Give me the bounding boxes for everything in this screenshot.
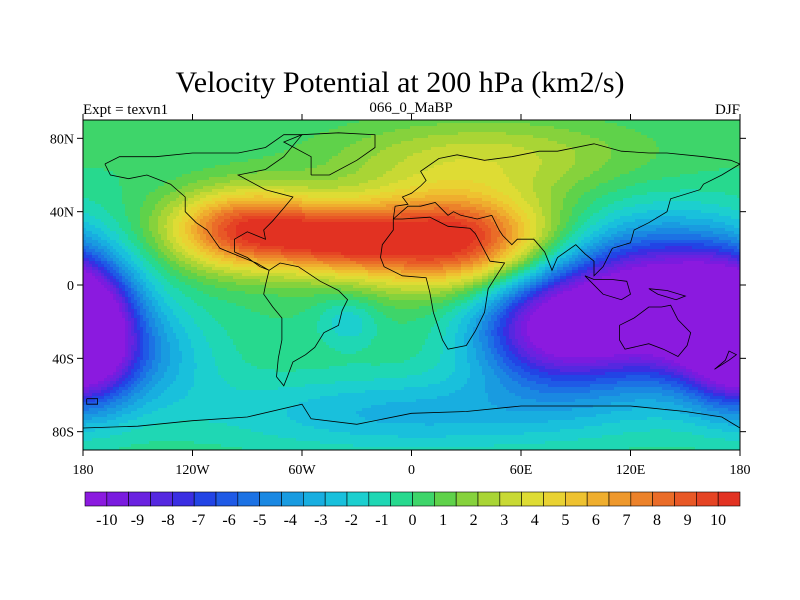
colorbar-label: 1: [439, 512, 447, 529]
colorbar-label: 10: [710, 512, 726, 529]
colorbar-swatch: [303, 491, 326, 507]
colorbar-label: 0: [409, 512, 417, 529]
colorbar-swatch: [128, 491, 151, 507]
coastline-path: [714, 350, 738, 370]
colorbar-swatch: [717, 491, 741, 507]
colorbar-swatch: [172, 491, 195, 507]
coastline-path: [83, 403, 740, 429]
colorbar-label: 9: [684, 512, 692, 529]
lat-tick-label: 40N: [50, 206, 74, 221]
coastline-path: [263, 262, 349, 387]
colorbar-swatch: [499, 491, 522, 507]
colorbar-label: -10: [96, 512, 117, 529]
axis-ticks: 80N 40N 0 40S 80S 180 120W 60W 0 60E 120E 180: [50, 114, 751, 478]
coastline-path: [619, 304, 692, 357]
colorbar-swatch: [477, 491, 501, 507]
colorbar-swatch: [84, 491, 108, 507]
lat-tick-label: 80S: [52, 426, 74, 441]
colorbar-label: -9: [131, 512, 144, 529]
colorbar-swatch: [412, 491, 435, 507]
colorbar-swatch: [150, 491, 173, 507]
coastline: [83, 132, 740, 429]
colorbar-swatch: [346, 491, 370, 507]
colorbar-swatch: [630, 491, 653, 507]
colorbar-swatch: [106, 491, 129, 507]
colorbar-swatch: [521, 491, 544, 507]
colorbar-swatch: [281, 491, 304, 507]
colorbar-swatch: [237, 491, 260, 507]
colorbar-swatch: [434, 491, 457, 507]
colorbar-label: 4: [531, 512, 539, 529]
lon-tick-label: 60E: [510, 463, 533, 478]
colorbar-label: 8: [653, 512, 661, 529]
coastline-path: [104, 134, 303, 271]
colorbar-label: 5: [561, 512, 569, 529]
contour-field: [83, 120, 740, 450]
colorbar-swatch: [565, 491, 588, 507]
colorbar-label: 7: [622, 512, 630, 529]
colorbar-swatch: [674, 491, 697, 507]
colorbar-swatch: [259, 491, 282, 507]
colorbar-label: -3: [314, 512, 327, 529]
coastline-path: [584, 275, 631, 301]
coastline-path: [86, 398, 98, 405]
colorbar-label: 3: [500, 512, 508, 529]
coastline-path: [392, 143, 740, 277]
colorbar-swatch: [696, 491, 719, 507]
lon-tick-label: 180: [730, 463, 751, 478]
colorbar-swatch: [390, 491, 413, 507]
colorbar-swatch: [324, 491, 348, 507]
lon-tick-label: 120E: [616, 463, 646, 478]
colorbar-label: -6: [222, 512, 235, 529]
colorbar-swatch: [586, 491, 610, 507]
lat-tick-label: 80N: [50, 132, 74, 147]
coastline-path: [648, 288, 687, 301]
experiment-label: Expt = texvn1: [83, 102, 168, 118]
colorbar-label: -2: [345, 512, 358, 529]
lon-tick-label: 180: [73, 463, 94, 478]
colorbar-swatch: [215, 491, 239, 507]
season-label: DJF: [715, 102, 740, 118]
colorbar-swatch: [608, 491, 632, 507]
colorbar-label: 6: [592, 512, 600, 529]
colorbar-swatch: [368, 491, 391, 507]
run-label: 066_0_MaBP: [369, 100, 452, 116]
colorbar-swatch: [193, 491, 217, 507]
colorbar-label: -7: [192, 512, 205, 529]
lon-tick-label: 0: [408, 463, 415, 478]
colorbar: -10 -9 -8 -7 -6 -5 -4 -3 -2 -1 0 1 2 3 4 5 6 7 8 9 10: [84, 491, 741, 529]
lat-tick-label: 0: [67, 279, 74, 294]
coastline-path: [282, 132, 376, 176]
colorbar-label: 2: [470, 512, 478, 529]
lat-tick-label: 40S: [52, 352, 74, 367]
colorbar-label: -4: [284, 512, 297, 529]
colorbar-label: -8: [161, 512, 174, 529]
colorbar-swatch: [455, 491, 479, 507]
colorbar-swatch: [652, 491, 675, 507]
map-title: Velocity Potential at 200 hPa (km2/s): [175, 66, 624, 99]
colorbar-label: -5: [253, 512, 266, 529]
lon-tick-label: 120W: [175, 463, 210, 478]
colorbar-swatch: [543, 491, 566, 507]
colorbar-label: -1: [375, 512, 388, 529]
lon-tick-label: 60W: [288, 463, 316, 478]
coastline-path: [380, 216, 506, 350]
